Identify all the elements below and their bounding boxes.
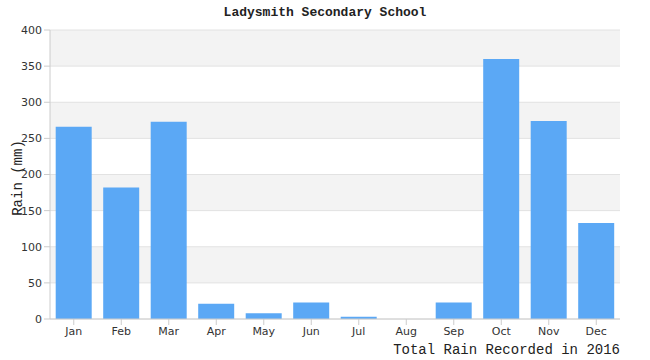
svg-text:Nov: Nov [538,325,560,338]
svg-text:Mar: Mar [158,325,179,338]
svg-text:Jun: Jun [302,325,320,338]
svg-text:150: 150 [21,204,42,218]
html-text:Ladysmith Secondary School: Ladysmith Secondary School [223,5,427,20]
svg-text:350: 350 [21,60,42,73]
svg-text:400: 400 [21,24,42,37]
svg-text:0: 0 [35,313,42,326]
svg-text:Feb: Feb [112,325,131,338]
svg-text:Aug: Aug [396,325,417,338]
svg-text:Dec: Dec [586,325,607,338]
svg-text:200: 200 [21,168,42,182]
svg-text:Sep: Sep [443,325,464,338]
svg-text:250: 250 [21,132,42,146]
html-text:Total Rain Recorded in 2016: Total Rain Recorded in 2016 [393,342,620,358]
svg-text:300: 300 [21,96,42,109]
svg-text:50: 50 [28,277,42,290]
svg-text:May: May [252,325,275,338]
svg-text:Jul: Jul [351,325,365,338]
svg-text:Oct: Oct [492,325,512,338]
svg-text:Apr: Apr [207,325,227,338]
svg-text:Jan: Jan [64,325,82,338]
svg-text:100: 100 [21,241,42,254]
html-text:Rain (mm): Rain (mm) [10,140,26,216]
